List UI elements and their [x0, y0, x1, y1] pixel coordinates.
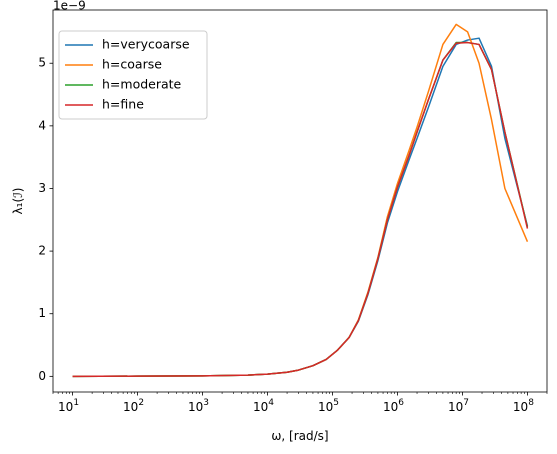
legend-label-2: h=moderate: [102, 77, 182, 92]
x-axis-label: ω, [rad/s]: [271, 429, 328, 443]
x-tick-exponent: 7: [463, 398, 469, 408]
legend-box: [58, 30, 208, 120]
y-tick-label: 1: [38, 306, 46, 320]
y-offset-label: 1e−9: [53, 0, 86, 13]
y-tick-label: 2: [38, 244, 46, 258]
y-tick-label: 5: [38, 56, 46, 70]
y-axis: 0 1 2 3 4 5: [38, 56, 53, 383]
legend-label-1: h=coarse: [102, 57, 162, 72]
x-tick-exponent: 6: [398, 398, 404, 408]
x-tick-label: 101: [58, 398, 79, 414]
plot-frame: [52, 9, 548, 393]
series-line-3: [72, 41, 529, 378]
x-tick-label: 103: [188, 398, 209, 414]
y-tick-label: 0: [38, 369, 46, 383]
x-tick-exponent: 8: [528, 398, 534, 408]
x-tick-exponent: 2: [138, 398, 144, 408]
y-tick-label: 3: [38, 181, 46, 195]
x-tick-label: 107: [448, 398, 469, 414]
x-tick-exponent: 4: [268, 398, 274, 408]
x-tick-exponent: 3: [203, 398, 209, 408]
y-axis-label: λ₁(ℐ): [11, 188, 25, 215]
x-tick-label: 105: [318, 398, 339, 414]
x-tick-label: 108: [513, 398, 534, 414]
legend-label-3: h=fine: [102, 97, 144, 112]
x-axis: 101 102 103 104 105 106 107 108: [52, 392, 548, 414]
x-tick-exponent: 1: [73, 398, 79, 408]
x-tick-label: 104: [253, 398, 274, 414]
y-tick-label: 4: [38, 118, 46, 132]
x-tick-label: 106: [383, 398, 404, 414]
x-tick-label: 102: [123, 398, 144, 414]
x-tick-exponent: 5: [333, 398, 339, 408]
legend-label-0: h=verycoarse: [102, 37, 190, 52]
series-layer: [72, 23, 529, 378]
legend: h=verycoarse h=coarse h=moderate h=fine: [58, 30, 208, 120]
